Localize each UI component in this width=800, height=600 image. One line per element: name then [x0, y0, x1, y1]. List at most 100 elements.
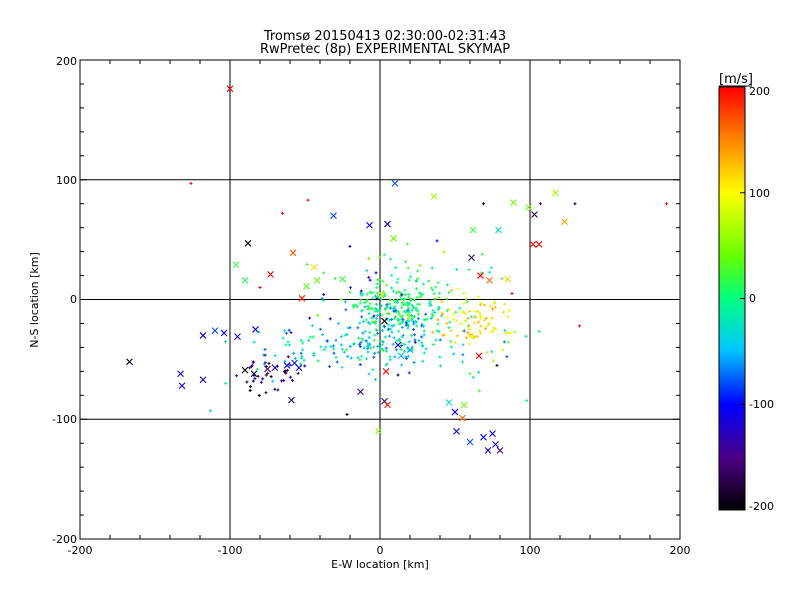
- data-point-plus: [461, 353, 465, 357]
- data-point-plus: [476, 320, 480, 324]
- data-point-plus: [312, 354, 316, 358]
- data-point-plus: [368, 278, 372, 282]
- data-point-cross: [250, 370, 258, 378]
- data-point-plus: [269, 375, 273, 379]
- data-point-plus: [296, 371, 300, 375]
- data-point-plus: [418, 264, 422, 268]
- data-point-plus: [307, 338, 311, 342]
- data-point-plus: [454, 310, 458, 314]
- data-point-plus: [461, 343, 465, 347]
- data-point-plus: [501, 348, 505, 352]
- data-point-plus: [462, 291, 466, 295]
- data-point-plus: [334, 355, 338, 359]
- data-point-plus: [407, 292, 411, 296]
- data-point-plus: [467, 268, 471, 272]
- data-point-plus: [362, 319, 366, 323]
- data-point-plus: [384, 349, 388, 353]
- data-point-plus: [294, 357, 298, 361]
- data-point-cross: [475, 352, 483, 360]
- data-point-plus: [245, 380, 249, 384]
- colorbar-ticks: [740, 86, 745, 511]
- data-point-plus: [286, 355, 290, 359]
- data-point-plus: [414, 287, 418, 291]
- data-point-plus: [431, 288, 435, 292]
- data-point-plus: [468, 372, 472, 376]
- data-point-plus: [340, 343, 344, 347]
- data-point-plus: [325, 339, 329, 343]
- data-point-plus: [263, 353, 267, 357]
- data-point-cross: [241, 276, 249, 284]
- data-point-cross: [357, 388, 364, 396]
- y-tick-label: 200: [56, 55, 77, 68]
- data-point-plus: [365, 292, 369, 296]
- data-point-plus: [288, 375, 292, 379]
- data-point-plus: [393, 317, 397, 321]
- data-point-plus: [422, 318, 426, 322]
- data-point-plus: [407, 371, 411, 375]
- data-point-plus: [490, 316, 494, 320]
- data-point-plus: [393, 315, 397, 319]
- data-point-plus: [373, 377, 377, 381]
- data-point-plus: [303, 364, 307, 368]
- data-point-plus: [510, 292, 514, 296]
- data-point-plus: [442, 250, 446, 254]
- data-point-cross: [466, 438, 474, 446]
- data-point-plus: [411, 320, 415, 324]
- data-point-plus: [358, 321, 362, 325]
- data-point-plus: [380, 304, 384, 308]
- data-point-plus: [359, 291, 363, 295]
- data-point-plus: [434, 285, 438, 289]
- data-point-plus: [380, 313, 384, 317]
- data-point-plus: [395, 339, 399, 343]
- data-point-plus: [248, 388, 252, 392]
- data-point-cross: [271, 364, 279, 372]
- data-point-plus: [470, 335, 474, 339]
- data-point-plus: [328, 317, 332, 321]
- data-point-plus: [289, 331, 293, 335]
- data-point-plus: [440, 312, 444, 316]
- data-point-plus: [473, 315, 477, 319]
- data-point-plus: [440, 300, 444, 304]
- data-point-plus: [412, 315, 416, 319]
- data-point-plus: [353, 303, 357, 307]
- data-point-plus: [472, 321, 476, 325]
- data-point-plus: [374, 271, 378, 275]
- data-point-cross: [469, 226, 477, 234]
- data-point-plus: [407, 278, 411, 282]
- data-point-plus: [403, 302, 407, 306]
- data-point-plus: [283, 359, 287, 363]
- data-point-plus: [360, 315, 364, 319]
- data-point-plus: [420, 341, 424, 345]
- data-point-plus: [399, 363, 403, 367]
- data-point-cross: [510, 199, 517, 206]
- data-point-plus: [407, 319, 411, 323]
- data-point-plus: [449, 339, 453, 343]
- data-point-plus: [261, 377, 265, 381]
- data-point-plus: [252, 340, 256, 344]
- data-point-plus: [401, 314, 405, 318]
- data-point-plus: [438, 291, 442, 295]
- data-point-plus: [364, 339, 368, 343]
- data-point-plus: [322, 293, 326, 297]
- data-point-plus: [507, 309, 511, 313]
- data-point-cross: [244, 239, 252, 247]
- data-point-plus: [406, 317, 410, 321]
- data-point-plus: [360, 337, 364, 341]
- data-point-plus: [287, 328, 291, 332]
- data-point-cross: [384, 220, 391, 228]
- data-point-plus: [414, 308, 418, 312]
- data-point-plus: [346, 326, 350, 330]
- data-point-plus: [258, 286, 262, 290]
- x-tick-label: 100: [520, 544, 541, 557]
- data-point-plus: [420, 335, 424, 339]
- data-point-plus: [468, 342, 472, 346]
- data-point-plus: [301, 341, 305, 345]
- data-point-plus: [452, 317, 456, 321]
- data-point-plus: [390, 318, 394, 322]
- data-point-plus: [365, 357, 369, 361]
- data-point-plus: [352, 305, 356, 309]
- data-point-plus: [366, 350, 370, 354]
- data-point-plus: [410, 303, 414, 307]
- data-point-plus: [407, 295, 411, 299]
- data-point-plus: [484, 327, 488, 331]
